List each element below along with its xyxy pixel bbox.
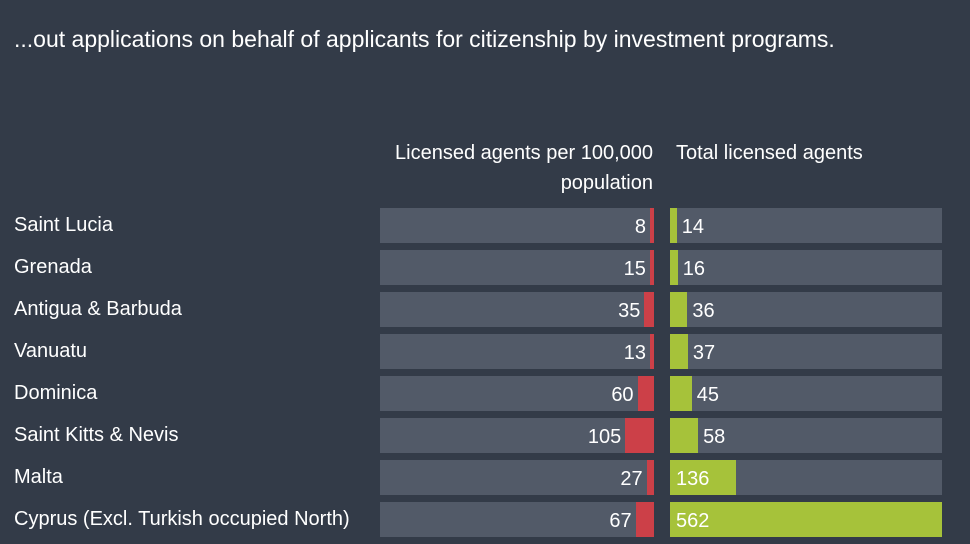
total-agents-value-label: 14 (681, 216, 705, 238)
per-capita-track: 60 (380, 376, 654, 411)
total-agents-track: 14 (670, 208, 942, 243)
total-agents-track: 562 (670, 502, 942, 537)
total-agents-bar (670, 418, 699, 453)
per-capita-bar (646, 460, 654, 495)
total-agents-track: 136 (670, 460, 942, 495)
total-agents-column-header: Total licensed agents (676, 142, 863, 164)
per-capita-track: 13 (380, 334, 654, 369)
total-agents-track: 16 (670, 250, 942, 285)
per-capita-bar (625, 418, 654, 453)
total-agents-bar (670, 460, 736, 495)
total-agents-track: 37 (670, 334, 942, 369)
row-label: Saint Kitts & Nevis (14, 424, 179, 446)
per-capita-bar (637, 376, 654, 411)
total-agents-bar (670, 250, 678, 285)
per-capita-value-label: 67 (609, 510, 632, 532)
total-agents-bar (670, 502, 942, 537)
row-label: Malta (14, 466, 63, 488)
total-agents-value-label: 562 (676, 510, 710, 532)
total-agents-bar (670, 292, 688, 327)
per-capita-bar (650, 208, 654, 243)
per-capita-track: 35 (380, 292, 654, 327)
per-capita-track: 8 (380, 208, 654, 243)
total-agents-value-label: 58 (703, 426, 726, 448)
per-capita-track: 27 (380, 460, 654, 495)
per-capita-value-label: 60 (611, 384, 634, 406)
total-agents-value-label: 36 (692, 300, 715, 322)
per-capita-value-label: 15 (623, 258, 646, 280)
row-label: Cyprus (Excl. Turkish occupied North) (14, 508, 350, 530)
per-capita-bar (650, 334, 654, 369)
total-agents-track: 45 (670, 376, 942, 411)
per-capita-bar (635, 502, 654, 537)
per-capita-value-label: 13 (623, 342, 646, 364)
chart-subtitle: ...out applications on behalf of applica… (14, 26, 835, 52)
per-capita-value-label: 105 (587, 426, 622, 448)
per-capita-value-label: 27 (620, 468, 643, 490)
total-agents-bar (670, 376, 692, 411)
per-capita-track: 105 (380, 418, 654, 453)
per-capita-column-header: Licensed agents per 100,000 population (395, 142, 653, 194)
total-agents-bar (670, 334, 688, 369)
row-label: Grenada (14, 256, 92, 278)
total-agents-value-label: 16 (682, 258, 705, 280)
per-capita-bar (644, 292, 654, 327)
total-agents-track: 36 (670, 292, 942, 327)
row-label: Dominica (14, 382, 98, 404)
per-capita-value-label: 35 (618, 300, 641, 322)
row-label: Antigua & Barbuda (14, 298, 182, 320)
per-capita-value-label: 8 (634, 216, 646, 238)
per-capita-track: 15 (380, 250, 654, 285)
total-agents-bar (670, 208, 677, 243)
total-agents-track: 58 (670, 418, 942, 453)
total-agents-value-label: 37 (692, 342, 716, 364)
total-agents-value-label: 136 (676, 468, 710, 490)
per-capita-track: 67 (380, 502, 654, 537)
per-capita-bar (649, 250, 654, 285)
row-label: Vanuatu (14, 340, 88, 362)
total-agents-value-label: 45 (696, 384, 720, 406)
row-label: Saint Lucia (14, 214, 113, 236)
